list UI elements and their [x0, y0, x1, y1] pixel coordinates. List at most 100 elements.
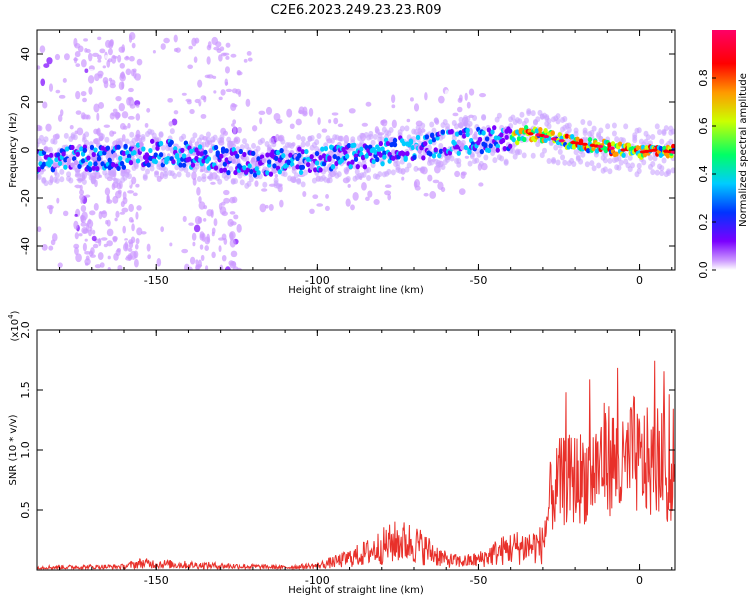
spectral-halo-blob [302, 169, 308, 176]
spectral-halo-blob [431, 127, 437, 134]
spectral-ridge-blob [348, 163, 353, 170]
spectral-halo-blob [454, 123, 460, 130]
spectral-halo-blob [291, 177, 297, 184]
snr-y-ticks: 0.5 1.0 1.5 2.0 [19, 321, 675, 519]
spectral-ridge-blob [350, 159, 355, 165]
spectral-peak-blob [581, 142, 588, 146]
spectral-ridge-blob [121, 150, 127, 157]
spectral-halo-blob [611, 130, 617, 137]
spectral-peak-blob [550, 137, 557, 141]
spectral-noise-blob [91, 235, 97, 242]
spectral-ridge-blob [314, 160, 320, 166]
spectral-noise-blob [111, 54, 117, 64]
spectral-halo-blob [81, 178, 87, 185]
spectral-noise-blob [479, 92, 487, 98]
spectral-halo-blob [68, 177, 74, 184]
spectral-ridge-blob [300, 164, 306, 170]
spectral-ridge-blob [424, 134, 430, 140]
spectral-halo-blob [555, 118, 561, 125]
spectral-halo-blob [551, 158, 557, 165]
spectral-halo-blob [176, 171, 182, 178]
spectral-halo-blob [196, 175, 202, 182]
spectral-noise-blob [191, 37, 197, 47]
spectral-noise-blob [187, 64, 194, 69]
spectral-noise-blob [219, 206, 227, 215]
spectral-ridge-blob [300, 149, 306, 155]
spectral-noise-blob [127, 96, 134, 101]
spectral-halo-blob [670, 128, 675, 135]
spectral-ridge-blob [297, 152, 302, 159]
spectral-halo-blob [474, 157, 480, 164]
spectral-noise-blob [112, 131, 117, 135]
spectral-noise-blob [352, 191, 359, 201]
spectral-noise-blob [37, 124, 42, 132]
spectral-ridge-blob [332, 153, 337, 160]
spectral-noise-blob [427, 174, 433, 182]
spectral-ridge-blob [493, 135, 499, 141]
spectral-ridge-blob [375, 156, 380, 163]
spectral-ridge-blob [274, 155, 279, 161]
spectral-halo-blob [650, 169, 656, 176]
spectral-noise-blob [42, 101, 48, 109]
spectral-noise-blob [46, 57, 53, 65]
spectral-halo-blob [282, 171, 288, 178]
spectral-noise-blob [144, 122, 149, 128]
spectral-ridge-blob [270, 149, 275, 155]
spectral-noise-blob [118, 81, 125, 91]
spectral-ridge-blob [70, 162, 75, 168]
spectral-halo-blob [366, 166, 372, 173]
spectral-ridge-blob [256, 156, 261, 162]
spectral-halo-blob [237, 172, 243, 179]
spectral-noise-blob [135, 134, 142, 138]
spectral-noise-blob [128, 87, 134, 93]
spectral-halo-blob [336, 171, 342, 178]
snr-panel: -150 -100 -50 0 0.5 1.0 1.5 2.0 Height of stra… [7, 310, 676, 596]
spectral-noise-blob [169, 242, 173, 247]
spectral-ridge-blob [449, 129, 454, 135]
spectral-noise-blob [135, 238, 140, 245]
spectral-ridge-blob [665, 153, 671, 159]
spectral-ridge-blob [421, 155, 426, 161]
spectral-noise-blob [184, 269, 186, 270]
spectral-ridge-blob [543, 137, 548, 144]
spectral-noise-blob [243, 58, 248, 63]
spectral-ridge-blob [587, 137, 593, 143]
spectral-ridge-blob [82, 147, 88, 153]
spectral-halo-blob [54, 172, 60, 179]
spectral-noise-blob [197, 79, 203, 88]
spectral-noise-blob [50, 239, 56, 246]
spectral-halo-blob [555, 113, 561, 120]
spectral-ridge-blob [242, 165, 247, 171]
spectral-noise-blob [333, 117, 339, 125]
spectral-noise-blob [75, 90, 81, 100]
spectral-noise-blob [348, 108, 356, 114]
spectral-halo-blob [54, 177, 60, 184]
spectral-ridge-blob [139, 141, 144, 148]
spectral-peak-blob [597, 144, 604, 149]
spectral-noise-blob [268, 203, 274, 211]
colorbar-tick-label: 0.0 [697, 261, 710, 279]
x-tick-label: -150 [144, 574, 169, 587]
spectral-noise-blob [295, 118, 302, 126]
spectral-noise-blob [464, 92, 468, 101]
spectral-halo-blob [668, 138, 674, 145]
spectral-halo-blob [192, 132, 198, 139]
spectral-halo-blob [661, 157, 667, 164]
spectral-ridge-blob [281, 153, 286, 159]
spectral-noise-blob [60, 109, 64, 117]
spectral-noise-blob [131, 42, 136, 49]
spectral-noise-blob [106, 240, 113, 247]
spectral-halo-blob [219, 134, 225, 141]
spectral-noise-blob [316, 203, 324, 207]
spectral-halo-blob [75, 170, 81, 177]
spectral-ridge-blob [458, 130, 463, 136]
spectral-noise-blob [43, 63, 50, 68]
spectral-noise-blob [230, 53, 237, 58]
spectral-noise-blob [258, 177, 262, 187]
spectral-noise-blob [131, 223, 135, 232]
spectral-ridge-blob [495, 147, 500, 153]
spectral-halo-blob [413, 165, 419, 172]
spectral-ridge-blob [89, 144, 95, 150]
spectral-noise-blob [223, 272, 228, 277]
